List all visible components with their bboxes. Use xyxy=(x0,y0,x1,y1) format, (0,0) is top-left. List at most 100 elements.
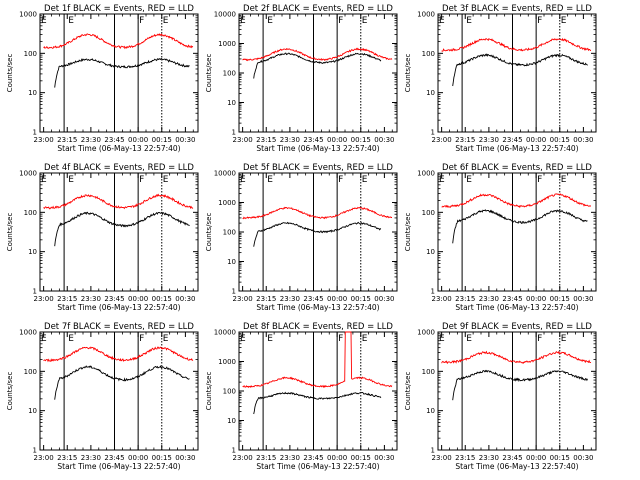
series-events-line xyxy=(54,365,190,400)
marker-e: E xyxy=(362,175,368,185)
chart-panel-2: Det 2f BLACK = Events, RED = LLD Counts/s… xyxy=(205,4,398,153)
x-axis-label: Start Time (06-May-13 22:57:40) xyxy=(256,303,379,312)
x-tick-label: 23:15 xyxy=(455,295,475,303)
x-tick-label: 00:00 xyxy=(526,136,546,144)
x-axis-label: Start Time (06-May-13 22:57:40) xyxy=(455,144,578,153)
marker-e: E xyxy=(267,16,273,26)
y-axis-label: Counts/sec xyxy=(404,213,412,252)
x-tick-label: 23:30 xyxy=(81,454,101,462)
x-tick-label: 00:30 xyxy=(573,454,593,462)
chart-title: Det 9f BLACK = Events, RED = LLD xyxy=(442,322,592,332)
series-lld-line xyxy=(441,350,592,365)
x-tick-label: 23:45 xyxy=(502,454,522,462)
y-axis-label: Counts/sec xyxy=(6,54,14,93)
x-tick-label: 23:00 xyxy=(432,295,452,303)
chart-panel-3: Det 3f BLACK = Events, RED = LLD Counts/s… xyxy=(404,4,597,153)
series-lld-line xyxy=(242,331,393,389)
x-tick-label: 00:15 xyxy=(152,136,172,144)
marker-e: E xyxy=(41,16,47,26)
chart-panel-9: Det 9f BLACK = Events, RED = LLD Counts/s… xyxy=(404,322,597,471)
x-tick-label: 00:00 xyxy=(327,454,347,462)
x-tick-label: 23:30 xyxy=(479,454,499,462)
x-tick-label: 23:45 xyxy=(502,295,522,303)
x-tick-label: 00:30 xyxy=(374,454,394,462)
marker-f: F xyxy=(537,175,542,185)
series-lld-line xyxy=(441,37,592,52)
x-axis-label: Start Time (06-May-13 22:57:40) xyxy=(256,144,379,153)
x-tick-label: 00:30 xyxy=(175,295,195,303)
chart-title: Det 8f BLACK = Events, RED = LLD xyxy=(243,322,393,332)
x-tick-label: 00:30 xyxy=(374,136,394,144)
x-tick-label: 00:30 xyxy=(573,136,593,144)
x-tick-label: 00:15 xyxy=(550,136,570,144)
marker-f: F xyxy=(139,16,144,26)
x-tick-label: 23:30 xyxy=(280,454,300,462)
marker-e: E xyxy=(240,175,246,185)
x-tick-label: 23:45 xyxy=(104,454,124,462)
x-tick-label: 23:30 xyxy=(280,295,300,303)
chart-title: Det 5f BLACK = Events, RED = LLD xyxy=(243,163,393,173)
marker-e: E xyxy=(561,334,567,344)
y-tick-label: 1000 xyxy=(417,170,435,178)
y-axis-label: Counts/sec xyxy=(205,372,213,411)
y-tick-label: 1000 xyxy=(218,40,236,48)
y-tick-label: 100 xyxy=(24,368,37,376)
x-tick-label: 00:15 xyxy=(152,454,172,462)
x-tick-label: 00:30 xyxy=(374,295,394,303)
x-tick-label: 00:00 xyxy=(526,454,546,462)
plot-frame xyxy=(437,331,597,451)
y-tick-label: 1000 xyxy=(19,170,37,178)
y-axis-label: Counts/sec xyxy=(6,213,14,252)
marker-f: F xyxy=(537,16,542,26)
y-tick-label: 10 xyxy=(28,407,37,415)
x-tick-label: 23:30 xyxy=(280,136,300,144)
y-tick-label: 1000 xyxy=(417,11,435,19)
marker-e: E xyxy=(362,16,368,26)
y-tick-label: 10 xyxy=(426,407,435,415)
plot-frame xyxy=(437,172,597,292)
series-lld-line xyxy=(43,346,194,363)
x-tick-label: 23:45 xyxy=(303,295,323,303)
y-tick-label: 100 xyxy=(422,368,435,376)
x-tick-label: 00:00 xyxy=(128,295,148,303)
y-tick-label: 10 xyxy=(426,89,435,97)
x-axis-label: Start Time (06-May-13 22:57:40) xyxy=(57,144,180,153)
y-axis-label: Counts/sec xyxy=(205,213,213,252)
x-tick-label: 23:15 xyxy=(455,136,475,144)
x-tick-label: 00:00 xyxy=(327,136,347,144)
x-tick-label: 23:15 xyxy=(256,136,276,144)
marker-e: E xyxy=(163,16,169,26)
x-tick-label: 00:00 xyxy=(128,454,148,462)
series-lld-line xyxy=(43,33,194,50)
y-tick-label: 100 xyxy=(223,388,236,396)
marker-e: E xyxy=(466,16,472,26)
chart-title: Det 4f BLACK = Events, RED = LLD xyxy=(44,163,194,173)
y-axis-label: Counts/sec xyxy=(6,372,14,411)
x-tick-label: 23:00 xyxy=(233,136,253,144)
x-tick-label: 23:45 xyxy=(104,295,124,303)
series-lld-line xyxy=(242,47,393,62)
marker-e: E xyxy=(267,334,273,344)
y-tick-label: 1000 xyxy=(218,358,236,366)
y-tick-label: 1000 xyxy=(19,329,37,337)
marker-e: E xyxy=(466,175,472,185)
y-tick-label: 1 xyxy=(33,288,37,296)
x-tick-label: 00:15 xyxy=(351,136,371,144)
y-tick-label: 1000 xyxy=(218,199,236,207)
marker-e: E xyxy=(439,16,445,26)
plot-frame xyxy=(39,331,199,451)
y-tick-label: 100 xyxy=(422,50,435,58)
marker-e: E xyxy=(68,175,74,185)
x-tick-label: 00:15 xyxy=(351,295,371,303)
series-events-line xyxy=(54,57,190,88)
y-axis-label: Counts/sec xyxy=(205,54,213,93)
y-tick-label: 1000 xyxy=(19,11,37,19)
marker-e: E xyxy=(68,16,74,26)
x-tick-label: 23:45 xyxy=(303,136,323,144)
marker-e: E xyxy=(240,16,246,26)
chart-title: Det 3f BLACK = Events, RED = LLD xyxy=(442,4,592,14)
y-tick-label: 100 xyxy=(223,229,236,237)
y-tick-label: 1 xyxy=(431,129,435,137)
x-axis-label: Start Time (06-May-13 22:57:40) xyxy=(256,462,379,471)
x-tick-label: 23:00 xyxy=(34,136,54,144)
